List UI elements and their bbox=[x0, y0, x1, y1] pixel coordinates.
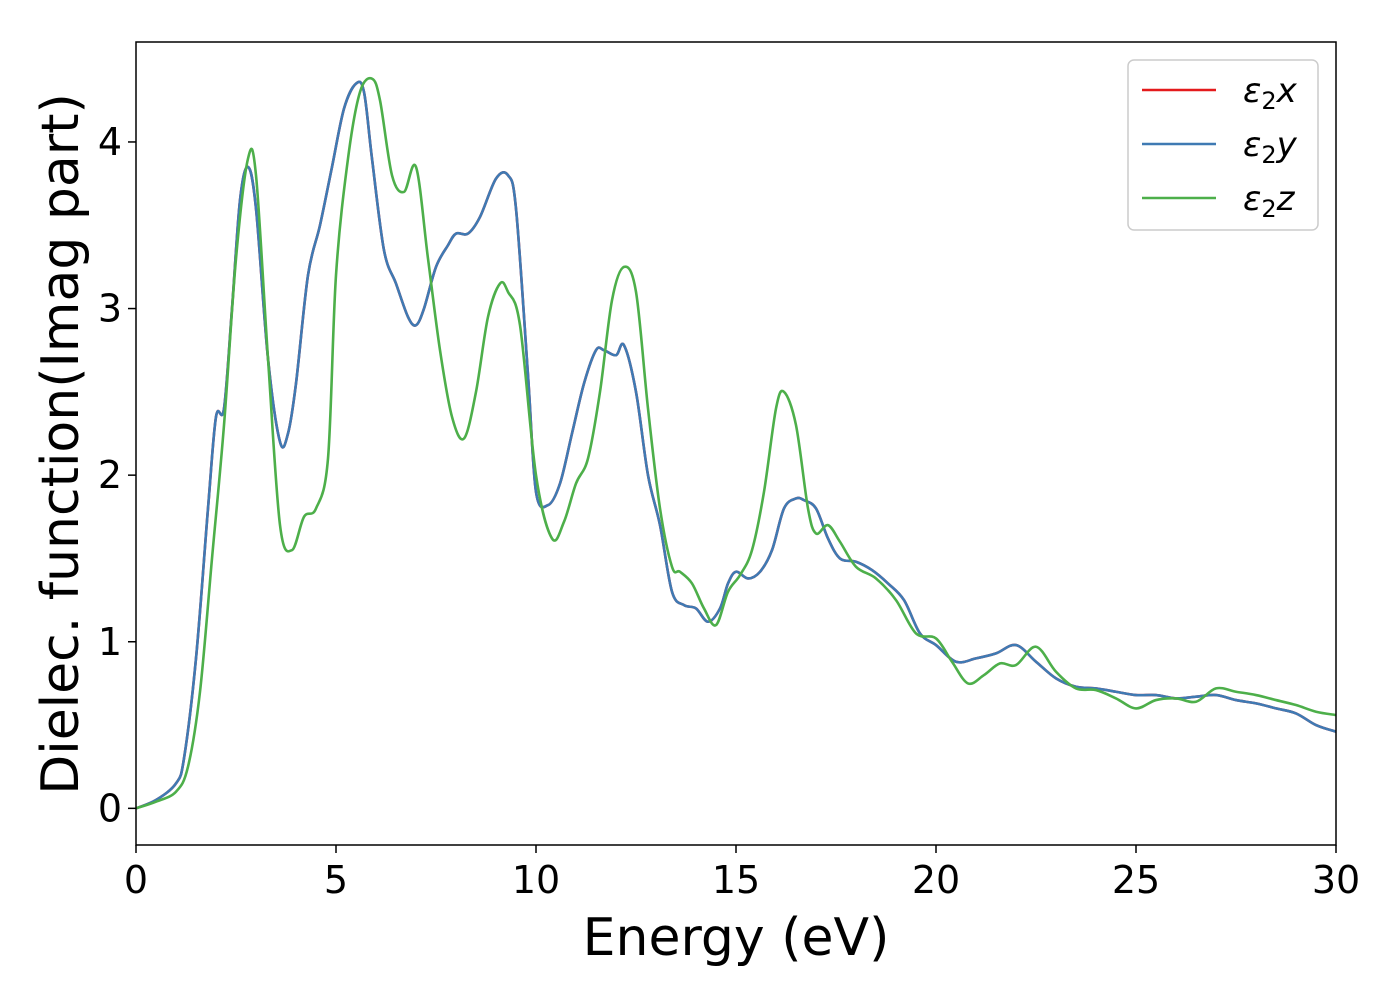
y-tick-label: 2 bbox=[98, 453, 122, 497]
y-tick-label: 4 bbox=[98, 120, 122, 164]
y-tick-label: 1 bbox=[98, 620, 122, 664]
x-tick-label: 20 bbox=[912, 858, 960, 902]
y-tick-label: 3 bbox=[98, 287, 122, 331]
series-layer bbox=[135, 76, 1337, 810]
legend-items: ε2x ε2y ε2z bbox=[1142, 71, 1298, 223]
legend-label-1: ε2x bbox=[1243, 71, 1298, 115]
x-tick-label: 30 bbox=[1312, 858, 1360, 902]
legend-label-3: ε2z bbox=[1243, 179, 1296, 223]
y-ticks: 0 1 2 3 4 bbox=[98, 120, 136, 830]
series-line-2 bbox=[135, 80, 1337, 810]
legend-box bbox=[1127, 59, 1319, 231]
y-axis-title: Dielec. function(Imag part) bbox=[31, 93, 91, 795]
x-tick-label: 0 bbox=[124, 858, 148, 902]
x-axis-title: Energy (eV) bbox=[583, 908, 890, 968]
x-tick-label: 10 bbox=[512, 858, 560, 902]
x-tick-label: 5 bbox=[324, 858, 348, 902]
legend-label-2: ε2y bbox=[1243, 125, 1298, 169]
series-line-3 bbox=[135, 76, 1337, 810]
x-ticks: 0 5 10 15 20 25 30 bbox=[124, 845, 1360, 902]
x-tick-label: 15 bbox=[712, 858, 760, 902]
legend: ε2x ε2y ε2z bbox=[1127, 59, 1319, 231]
x-tick-label: 25 bbox=[1112, 858, 1160, 902]
y-tick-label: 0 bbox=[98, 786, 122, 830]
